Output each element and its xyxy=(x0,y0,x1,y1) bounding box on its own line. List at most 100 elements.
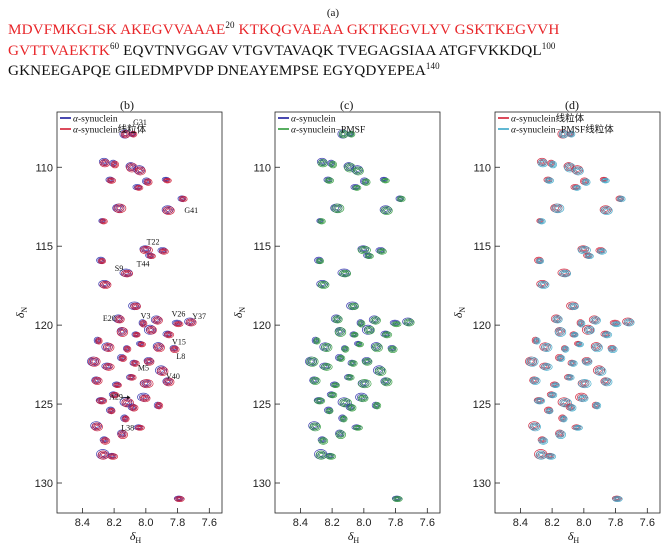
contour-ring xyxy=(559,415,568,423)
legend-entry: α-synuclein−PMSF xyxy=(291,126,365,136)
peak xyxy=(537,436,549,445)
peak xyxy=(561,345,570,353)
contour-ring xyxy=(338,432,344,437)
contour-ring xyxy=(540,283,547,287)
contour-ring xyxy=(381,331,393,339)
legend-entry: α-synuclein线粒体 xyxy=(73,124,147,136)
contour-ring xyxy=(99,280,112,289)
contour-ring xyxy=(348,360,358,367)
contour-ring xyxy=(593,344,602,351)
contour-ring xyxy=(129,165,135,170)
contour-ring xyxy=(364,359,370,364)
tick-marks xyxy=(495,166,648,513)
contour-ring xyxy=(109,409,114,413)
contour-ring xyxy=(582,357,593,366)
contour-ring xyxy=(135,424,145,431)
contour-ring xyxy=(99,399,105,403)
contour-ring xyxy=(93,377,102,384)
contour-ring xyxy=(367,254,372,258)
contour-ring xyxy=(99,451,108,459)
contour-ring xyxy=(185,318,197,327)
contour-ring xyxy=(604,333,610,337)
contour-ring xyxy=(109,179,114,183)
contour-ring xyxy=(98,398,104,402)
contour-ring xyxy=(577,394,589,403)
y-tick-label: 120 xyxy=(35,320,53,332)
peak xyxy=(95,397,108,405)
contour-ring xyxy=(374,402,381,409)
contour-ring xyxy=(374,366,387,377)
peak xyxy=(370,342,383,353)
contour-ring xyxy=(548,391,558,399)
contour-ring xyxy=(324,345,330,350)
contour-ring xyxy=(391,321,402,328)
contour-ring xyxy=(96,397,108,405)
contour-ring xyxy=(136,167,145,175)
spectrum-panel-d: 8.4 8.2 8.0 7.8 7.6110115120125130δNδHα-synu… xyxy=(451,111,661,545)
contour-ring xyxy=(381,377,393,387)
contour-ring xyxy=(337,329,343,334)
contour-ring xyxy=(322,364,331,370)
contour-ring xyxy=(390,347,395,352)
peak xyxy=(313,397,326,405)
contour-ring xyxy=(547,409,552,413)
contour-ring xyxy=(364,253,374,260)
peak-label: L38 xyxy=(121,423,134,432)
contour-ring xyxy=(100,219,107,224)
contour-ring xyxy=(574,186,579,190)
peak-label: A29 xyxy=(109,392,123,401)
contour-ring xyxy=(599,249,605,253)
contour-ring xyxy=(541,439,546,443)
panel-label-b: (b) xyxy=(120,98,134,112)
contour-ring xyxy=(553,383,558,387)
panel-label-d: (d) xyxy=(565,98,579,112)
contour-ring xyxy=(106,365,112,369)
contour-ring xyxy=(129,375,134,379)
contour-ring xyxy=(598,369,604,374)
protein-sequence: MDVFMKGLSK AKEGVVAAAE20 KTKQGVAEAA GKTKE… xyxy=(8,20,660,82)
legend-greek: α xyxy=(511,126,517,136)
contour-ring xyxy=(610,347,615,352)
contour-ring xyxy=(141,395,149,402)
contour-ring xyxy=(176,322,181,326)
contour-ring xyxy=(575,392,588,402)
contour-ring xyxy=(331,162,335,167)
contour-ring xyxy=(379,249,385,253)
legend-greek: α xyxy=(291,126,297,136)
contour-ring xyxy=(317,399,323,403)
contour-ring xyxy=(110,391,120,399)
peak xyxy=(105,176,116,184)
peak xyxy=(319,342,333,352)
contour-ring xyxy=(531,378,537,382)
contour-ring xyxy=(568,360,578,367)
peak xyxy=(117,353,128,362)
peak xyxy=(344,374,355,381)
contour-ring xyxy=(122,131,129,138)
contour-ring xyxy=(367,328,372,333)
peak xyxy=(357,379,372,389)
contour-ring xyxy=(383,179,388,182)
contour-ring xyxy=(107,407,116,415)
legend-entry: α-synuclein−PMSF线粒体 xyxy=(511,124,614,136)
contour-ring xyxy=(313,337,321,345)
contour-ring xyxy=(354,167,363,175)
peak xyxy=(143,324,157,335)
peak xyxy=(169,344,180,353)
contour-ring xyxy=(531,423,540,431)
contour-ring xyxy=(333,204,343,212)
contour-ring xyxy=(623,318,635,327)
contour-ring xyxy=(155,401,164,410)
legend-greek: α xyxy=(73,115,79,125)
y-tick-label: 115 xyxy=(35,241,53,253)
y-tick-label: 120 xyxy=(473,320,491,332)
contour-ring xyxy=(327,409,332,413)
contour-ring xyxy=(316,258,324,265)
peak xyxy=(99,436,111,445)
x-axis-label-symbol: δ xyxy=(130,529,136,543)
peak xyxy=(91,376,103,385)
contour-ring xyxy=(97,398,105,403)
contour-ring xyxy=(165,379,170,384)
peak xyxy=(349,331,359,338)
contour-ring xyxy=(536,157,548,166)
